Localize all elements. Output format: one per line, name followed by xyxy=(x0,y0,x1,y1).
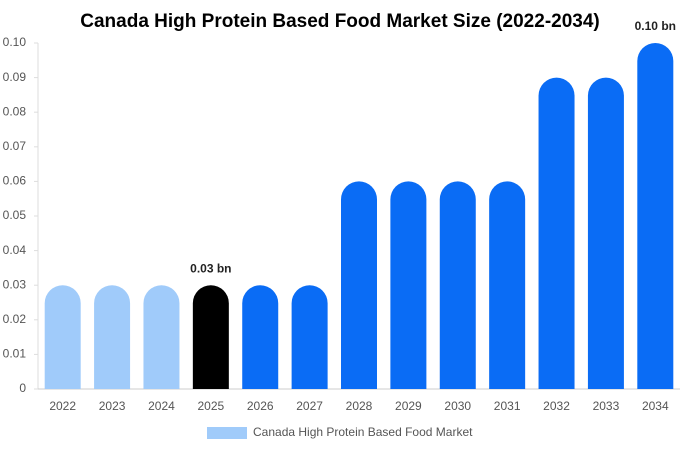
x-tick-label: 2026 xyxy=(247,399,274,413)
bar xyxy=(291,285,328,389)
y-tick-label: 0.06 xyxy=(3,174,27,188)
bar xyxy=(94,285,131,389)
bar xyxy=(439,181,476,389)
x-tick-label: 2034 xyxy=(642,399,669,413)
y-tick-label: 0.05 xyxy=(3,208,27,222)
legend-swatch xyxy=(207,427,247,439)
chart-title: Canada High Protein Based Food Market Si… xyxy=(80,11,600,32)
y-tick-label: 0.03 xyxy=(3,277,27,291)
x-tick-label: 2022 xyxy=(49,399,76,413)
bar xyxy=(587,77,624,389)
y-tick-label: 0.02 xyxy=(3,312,27,326)
x-tick-label: 2028 xyxy=(346,399,373,413)
bar xyxy=(242,285,279,389)
legend-label: Canada High Protein Based Food Market xyxy=(253,425,473,439)
y-tick-label: 0.01 xyxy=(3,347,27,361)
x-tick-label: 2032 xyxy=(543,399,570,413)
bar xyxy=(341,181,377,389)
bar xyxy=(143,285,180,389)
y-tick-label: 0.04 xyxy=(3,243,27,257)
data-label: 0.03 bn xyxy=(190,261,231,275)
x-tick-label: 2027 xyxy=(296,399,323,413)
y-tick-label: 0 xyxy=(19,381,26,395)
y-tick-label: 0.10 xyxy=(3,35,27,49)
bar xyxy=(538,77,575,389)
bar xyxy=(637,43,674,389)
y-tick-label: 0.07 xyxy=(3,139,27,153)
y-tick-label: 0.08 xyxy=(3,104,27,118)
x-tick-label: 2029 xyxy=(395,399,422,413)
x-tick-label: 2023 xyxy=(99,399,126,413)
bar xyxy=(489,181,526,389)
bar xyxy=(44,285,81,389)
bar xyxy=(390,181,427,389)
data-label: 0.10 bn xyxy=(635,19,676,33)
x-tick-label: 2025 xyxy=(197,399,224,413)
x-tick-label: 2033 xyxy=(593,399,620,413)
x-tick-label: 2024 xyxy=(148,399,175,413)
x-tick-label: 2030 xyxy=(444,399,471,413)
x-tick-label: 2031 xyxy=(494,399,521,413)
y-tick-label: 0.09 xyxy=(3,70,27,84)
bar xyxy=(192,285,229,389)
